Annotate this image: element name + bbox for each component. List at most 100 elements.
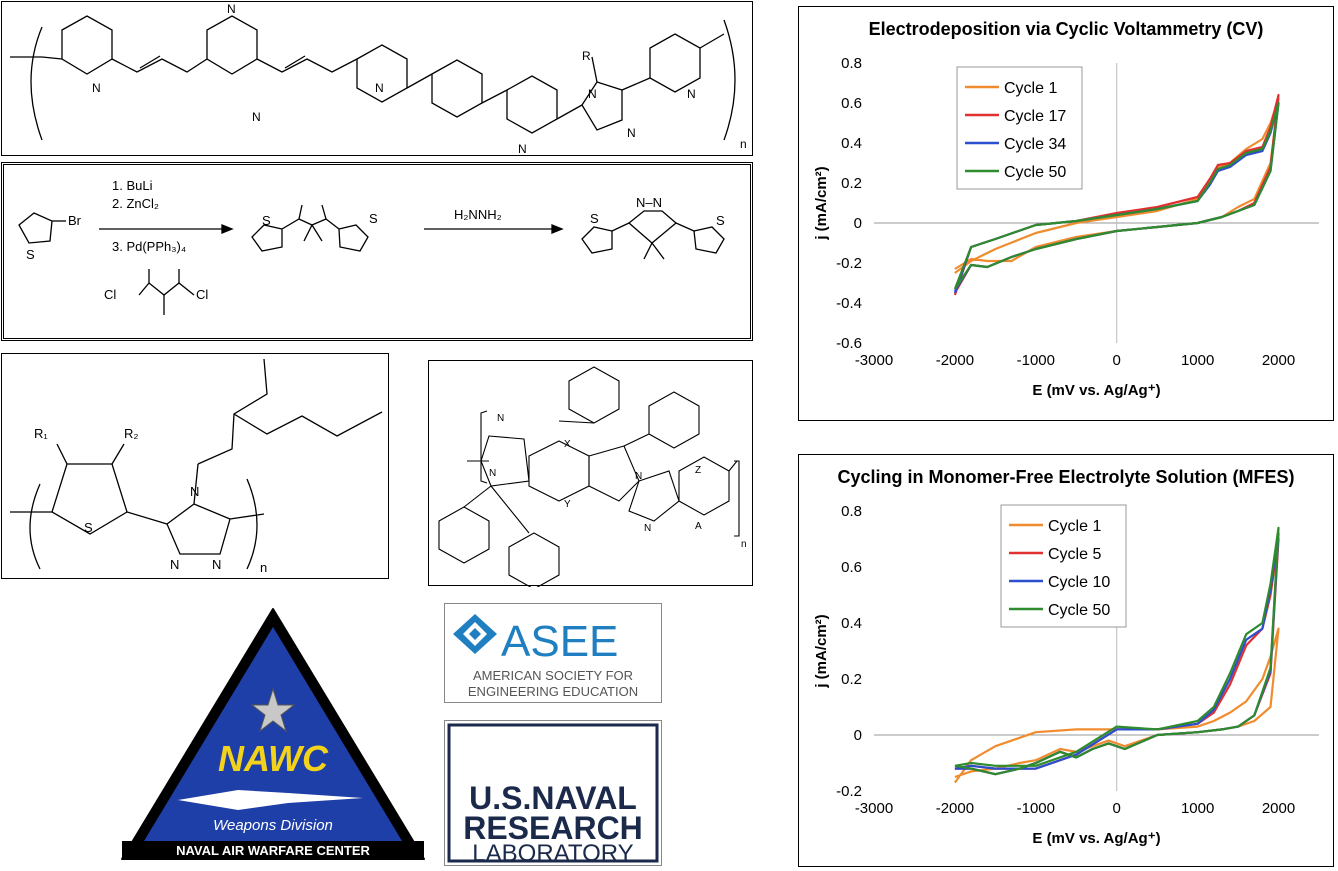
chart-1-legend-label: Cycle 50	[1048, 602, 1110, 619]
atom-n: N	[252, 110, 261, 124]
chart-1-y-tick-label: 0	[854, 727, 862, 744]
atom-n: N	[687, 87, 696, 101]
chart-1-x-tick-label: -2000	[936, 800, 974, 817]
atom-s: S	[84, 520, 93, 535]
chart-0-y-tick-label: -0.2	[836, 255, 862, 272]
atom-n: N	[497, 413, 504, 424]
mfes-chart-panel: Cycling in Monomer-Free Electrolyte Solu…	[798, 454, 1334, 867]
chart-0-legend-label: Cycle 50	[1004, 164, 1066, 181]
nrl-logo-graphic: U.S.NAVAL RESEARCH LABORATORY	[447, 723, 659, 867]
a-label: A	[695, 521, 702, 532]
thiophene-polymer-drawing: R₁ R₂ S N N N n	[10, 358, 383, 575]
chlorine-label: Cl	[196, 287, 208, 302]
chart-1-x-tick-label: 2000	[1262, 800, 1295, 817]
ladder-polymer-drawing: N N X Y N N Z A n	[438, 366, 747, 590]
atom-s: S	[716, 213, 725, 228]
chart-1-series-line	[954, 627, 1280, 784]
chart-0-x-tick-label: -2000	[936, 352, 974, 369]
chart-1-legend-label: Cycle 1	[1048, 518, 1101, 535]
chart-1-series-line	[954, 526, 1280, 776]
chart-1-y-tick-label: 0.2	[841, 671, 862, 688]
atom-n: N	[227, 2, 236, 16]
chart-1-legend-label: Cycle 5	[1048, 546, 1101, 563]
step-2: 2. ZnCl₂	[112, 196, 159, 211]
repeat-n: n	[741, 539, 747, 550]
atom-s: S	[262, 213, 271, 228]
step-3: 3. Pd(PPh₃)₄	[112, 239, 186, 254]
chart-0-x-tick-label: 2000	[1262, 352, 1295, 369]
chart-0-legend-label: Cycle 34	[1004, 136, 1066, 153]
repeat-n: n	[740, 137, 747, 151]
nawc-division: Weapons Division	[213, 817, 333, 834]
polymer-structure-drawing: N N N N N R N N N n	[10, 2, 747, 156]
chart-0-x-tick-label: -3000	[855, 352, 893, 369]
chart-0-series-line	[953, 101, 1280, 290]
chart-0-y-tick-label: 0.8	[841, 55, 862, 72]
chart-0-x-tick-label: -1000	[1017, 352, 1055, 369]
pyrazole-nn: N–N	[636, 195, 662, 210]
chart-1-y-tick-label: 0.4	[841, 615, 862, 632]
chart-1-y-tick-label: 0.8	[841, 503, 862, 520]
atom-n: N	[212, 557, 221, 572]
chart-0-y-tick-label: -0.4	[836, 295, 862, 312]
chart-0-y-tick-label: 0	[854, 215, 862, 232]
atom-n: N	[644, 523, 651, 534]
atom-n: N	[627, 126, 636, 140]
atom-n: N	[170, 557, 179, 572]
atom-s: S	[369, 211, 378, 226]
chart-1-x-label: E (mV vs. Ag/Ag⁺)	[1032, 830, 1160, 847]
chart-1-x-tick-label: 1000	[1181, 800, 1214, 817]
asee-line-1: AMERICAN SOCIETY FOR	[473, 668, 633, 683]
synthesis-scheme-drawing: S Br 1. BuLi 2. ZnCl₂ 3. Pd(PPh₃)₄ Cl Cl…	[18, 178, 725, 315]
nrl-line-3: LABORATORY	[472, 840, 633, 865]
bromine-label: Br	[68, 213, 82, 228]
chart-0-y-tick-label: -0.6	[836, 335, 862, 352]
asee-logo-graphic: ASEE AMERICAN SOCIETY FOR ENGINEERING ED…	[453, 614, 638, 699]
chart-1-x-tick-label: 0	[1113, 800, 1121, 817]
nawc-full-name: NAVAL AIR WARFARE CENTER	[176, 843, 370, 858]
r2-label: R₂	[124, 426, 138, 441]
atom-n: N	[518, 142, 527, 156]
r1-label: R₁	[34, 426, 48, 441]
chlorine-label: Cl	[104, 287, 116, 302]
atom-s: S	[590, 211, 599, 226]
chart-0-legend-label: Cycle 1	[1004, 80, 1057, 97]
chart-0-legend-label: Cycle 17	[1004, 108, 1066, 125]
asee-logo: ASEE AMERICAN SOCIETY FOR ENGINEERING ED…	[444, 603, 662, 703]
atom-n: N	[635, 471, 642, 482]
chart-1-x-tick-label: -3000	[855, 800, 893, 817]
chart-1-title: Cycling in Monomer-Free Electrolyte Solu…	[837, 467, 1294, 487]
chart-0-y-tick-label: 0.6	[841, 95, 862, 112]
chart-0-y-tick-label: 0.4	[841, 135, 862, 152]
mfes-chart: Cycling in Monomer-Free Electrolyte Solu…	[813, 467, 1319, 847]
chart-0-x-tick-label: 0	[1113, 352, 1121, 369]
chart-1-y-tick-label: 0.6	[841, 559, 862, 576]
polymer-structure-panel: N N N N N R N N N n	[1, 1, 753, 156]
chart-0-x-label: E (mV vs. Ag/Ag⁺)	[1032, 382, 1160, 399]
chart-0-x-tick-label: 1000	[1181, 352, 1214, 369]
repeat-n: n	[260, 560, 267, 575]
nrl-line-2: RESEARCH	[463, 810, 643, 846]
atom-n: N	[375, 81, 384, 95]
nawc-logo-graphic: NAWC Weapons Division NAVAL AIR WARFARE …	[121, 608, 425, 860]
z-label: Z	[695, 465, 701, 476]
cv-chart-panel: Electrodeposition via Cyclic Voltammetry…	[798, 6, 1334, 421]
cv-chart: Electrodeposition via Cyclic Voltammetry…	[813, 19, 1319, 399]
hydrazine-label: H₂NNH₂	[454, 207, 502, 222]
atom-n: N	[92, 81, 101, 95]
synthesis-scheme-panel: S Br 1. BuLi 2. ZnCl₂ 3. Pd(PPh₃)₄ Cl Cl…	[1, 162, 753, 341]
chart-0-title: Electrodeposition via Cyclic Voltammetry…	[869, 19, 1264, 39]
x-label: X	[564, 439, 571, 450]
nawc-logo: NAWC Weapons Division NAVAL AIR WARFARE …	[118, 605, 428, 863]
chart-0-y-tick-label: 0.2	[841, 175, 862, 192]
nrl-line-1: U.S.NAVAL	[469, 780, 637, 816]
chart-1-legend-label: Cycle 10	[1048, 574, 1110, 591]
y-label: Y	[564, 499, 571, 510]
ladder-polymer-panel: N N X Y N N Z A n	[428, 360, 753, 590]
chart-1-x-tick-label: -1000	[1017, 800, 1055, 817]
atom-n: N	[588, 87, 597, 101]
atom-n: N	[190, 484, 199, 499]
nawc-name: NAWC	[218, 738, 329, 779]
nrl-logo: U.S.NAVAL RESEARCH LABORATORY	[444, 720, 662, 867]
thiophene-polymer-panel: R₁ R₂ S N N N n	[1, 353, 389, 579]
